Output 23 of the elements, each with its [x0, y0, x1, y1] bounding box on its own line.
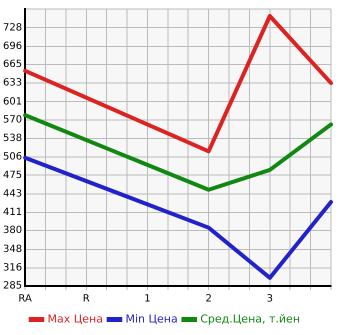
y-tick-label: 380 [2, 225, 22, 236]
y-tick-label: 475 [2, 170, 22, 181]
legend-label: Сред.Цена, т.йен [200, 312, 300, 326]
x-tick-label: RA [18, 294, 32, 305]
x-tick-label: 1 [144, 294, 151, 305]
y-tick-label: 633 [2, 78, 22, 89]
y-tick-label: 411 [2, 207, 22, 218]
y-tick-label: 285 [2, 280, 22, 292]
legend-label: Max Цена [47, 312, 103, 326]
y-tick-label: 348 [2, 244, 22, 255]
y-tick-label: 570 [2, 114, 22, 126]
x-tick-label: 3 [266, 294, 274, 305]
x-tick-label: 2 [205, 294, 212, 305]
y-tick-label: 665 [2, 58, 22, 70]
x-tick-label: R [82, 294, 90, 305]
y-tick-label: 601 [2, 96, 22, 108]
y-tick-label: 696 [2, 40, 22, 52]
y-tick-label: 728 [2, 22, 22, 34]
y-tick-label: 538 [2, 133, 22, 144]
y-tick-label: 316 [2, 262, 22, 274]
y-tick-label: 443 [2, 188, 22, 200]
y-tick-label: 506 [2, 152, 22, 163]
legend-label: Min Цена [125, 312, 178, 326]
